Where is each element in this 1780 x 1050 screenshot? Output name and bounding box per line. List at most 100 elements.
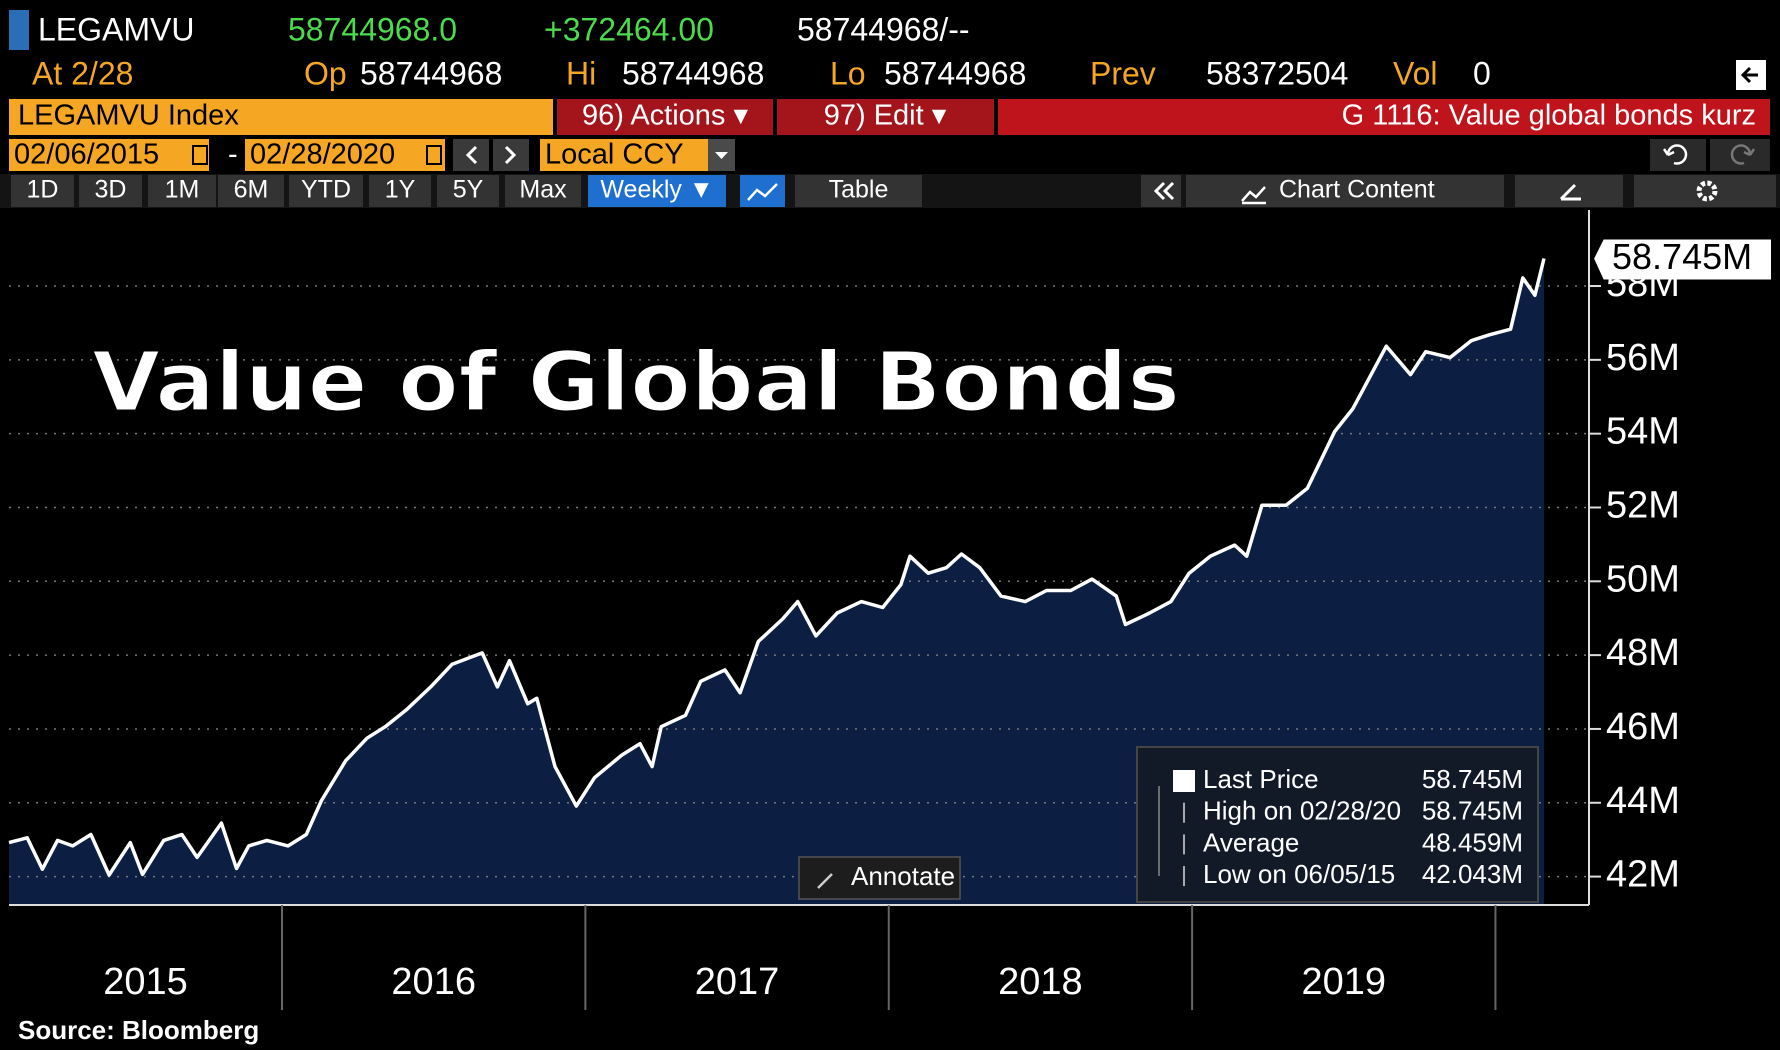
- plot: 58.745M 42M 44M 46M 48M 50M 52M 54M 56M 58M 2015 20…: [8, 210, 1773, 1045]
- tab[interactable]: [369, 175, 431, 207]
- bid-ask: 58744968/--: [797, 11, 970, 47]
- legend-box: [1136, 746, 1539, 903]
- legend-value: 58.745M: [1422, 764, 1523, 794]
- function-box: [998, 99, 1770, 135]
- tab[interactable]: [437, 175, 499, 207]
- tab-label: 1Y: [385, 176, 416, 204]
- calendar-icon: [426, 145, 442, 165]
- legend-value: 42.043M: [1422, 859, 1523, 889]
- tab-label: 1M: [165, 176, 200, 204]
- legend-label: Last Price: [1203, 764, 1319, 794]
- dropdown-arrow: [715, 152, 728, 159]
- high: 58744968: [622, 55, 764, 91]
- tab[interactable]: [1186, 175, 1504, 207]
- vol-label: Vol: [1393, 55, 1437, 91]
- tab[interactable]: [795, 175, 922, 207]
- legend-value: 58.745M: [1422, 796, 1523, 826]
- last-price-label: 58.745M: [1612, 236, 1752, 277]
- start-date: 02/06/2015: [14, 139, 159, 171]
- low-label: Lo: [830, 55, 866, 91]
- settings-icon: [1696, 180, 1718, 202]
- edit-button[interactable]: [777, 99, 994, 135]
- y-tick-label: 52M: [1606, 485, 1680, 527]
- year-label: 2016: [391, 961, 476, 1003]
- chart-type-button[interactable]: [740, 175, 785, 207]
- tab-label: Weekly ▼: [600, 176, 713, 204]
- last-price-tag: [1591, 237, 1773, 282]
- tab[interactable]: [79, 175, 142, 207]
- last-price: 58744968.0: [288, 11, 457, 47]
- start-date-box[interactable]: [9, 139, 209, 171]
- chart-title: Value of Global Bonds: [92, 335, 1180, 430]
- y-tick-label: 58M: [1606, 263, 1680, 305]
- annotate-button[interactable]: [798, 856, 961, 900]
- actions-button[interactable]: [557, 99, 773, 135]
- legend-swatch: [1173, 770, 1195, 792]
- open: 58744968: [360, 55, 502, 91]
- annotate-label: Annotate: [851, 861, 955, 891]
- source: Source: Bloomberg: [18, 1015, 259, 1045]
- y-tick-label: 44M: [1606, 780, 1680, 822]
- end-date: 02/28/2020: [250, 139, 395, 171]
- settings-button[interactable]: [1634, 175, 1776, 207]
- export-icon[interactable]: [1736, 60, 1766, 90]
- y-tick-label: 50M: [1606, 558, 1680, 600]
- collapse-icon: [1153, 181, 1175, 201]
- redo-button[interactable]: [1710, 139, 1770, 171]
- year-label: 2017: [695, 961, 780, 1003]
- year-label: 2019: [1302, 961, 1387, 1003]
- tab-label: 5Y: [453, 176, 484, 204]
- tab-label: Max: [519, 176, 567, 204]
- prev-button[interactable]: [453, 139, 489, 171]
- price-line: [8, 258, 1546, 877]
- tabs: 1D 3D 1M 6M YTD 1Y 5Y Max Weekly ▼ Table Chart Con…: [11, 175, 1504, 207]
- tab-label: Table: [829, 176, 889, 204]
- tab[interactable]: [11, 175, 74, 207]
- undo-button[interactable]: [1650, 139, 1706, 171]
- undo-icon: [1662, 144, 1688, 165]
- security: LEGAMVU Index: [18, 100, 239, 132]
- security-box[interactable]: [9, 99, 553, 135]
- tab[interactable]: [289, 175, 363, 207]
- y-tick-label: 54M: [1606, 411, 1680, 453]
- legend-label: High on 02/28/20: [1203, 796, 1401, 826]
- tab[interactable]: [588, 175, 726, 207]
- ticker-marker: [9, 10, 29, 50]
- actions: 96) Actions ▾: [582, 100, 749, 132]
- low: 58744968: [884, 55, 1026, 91]
- next-button[interactable]: [493, 139, 529, 171]
- prev: 58372504: [1206, 55, 1348, 91]
- prev-label: Prev: [1090, 55, 1156, 91]
- calendar-icon: [192, 145, 208, 165]
- high-label: Hi: [566, 55, 596, 91]
- redo-icon: [1730, 144, 1756, 165]
- edit: 97) Edit ▾: [824, 100, 947, 132]
- open-label: Op: [304, 55, 347, 91]
- area: [9, 258, 1544, 905]
- collapse-button[interactable]: [1141, 175, 1181, 207]
- currency: Local CCY: [545, 139, 684, 171]
- y-tick-label: 56M: [1606, 337, 1680, 379]
- edit-chart-icon: [1559, 183, 1581, 201]
- tab[interactable]: [148, 175, 216, 207]
- prev-arrow: [465, 145, 478, 165]
- legend-label: Low on 06/05/15: [1203, 859, 1395, 889]
- change: +372464.00: [544, 11, 714, 47]
- vol: 0: [1473, 55, 1491, 91]
- year-label: 2015: [103, 961, 188, 1003]
- year-label: 2018: [998, 961, 1083, 1003]
- tab[interactable]: [218, 175, 284, 207]
- next-arrow: [504, 145, 517, 165]
- currency-box[interactable]: [540, 139, 735, 171]
- end-date-box[interactable]: [245, 139, 445, 171]
- y-tick-label: 46M: [1606, 706, 1680, 748]
- annotate-icon: [817, 873, 833, 889]
- tab-label: 3D: [95, 176, 127, 204]
- date-sep: -: [228, 139, 238, 171]
- function: G 1116: Value global bonds kurz: [1342, 100, 1756, 132]
- tab-label: 6M: [234, 176, 269, 204]
- tab-label: 1D: [27, 176, 59, 204]
- y-tick-label: 42M: [1606, 854, 1680, 896]
- tab[interactable]: [505, 175, 581, 207]
